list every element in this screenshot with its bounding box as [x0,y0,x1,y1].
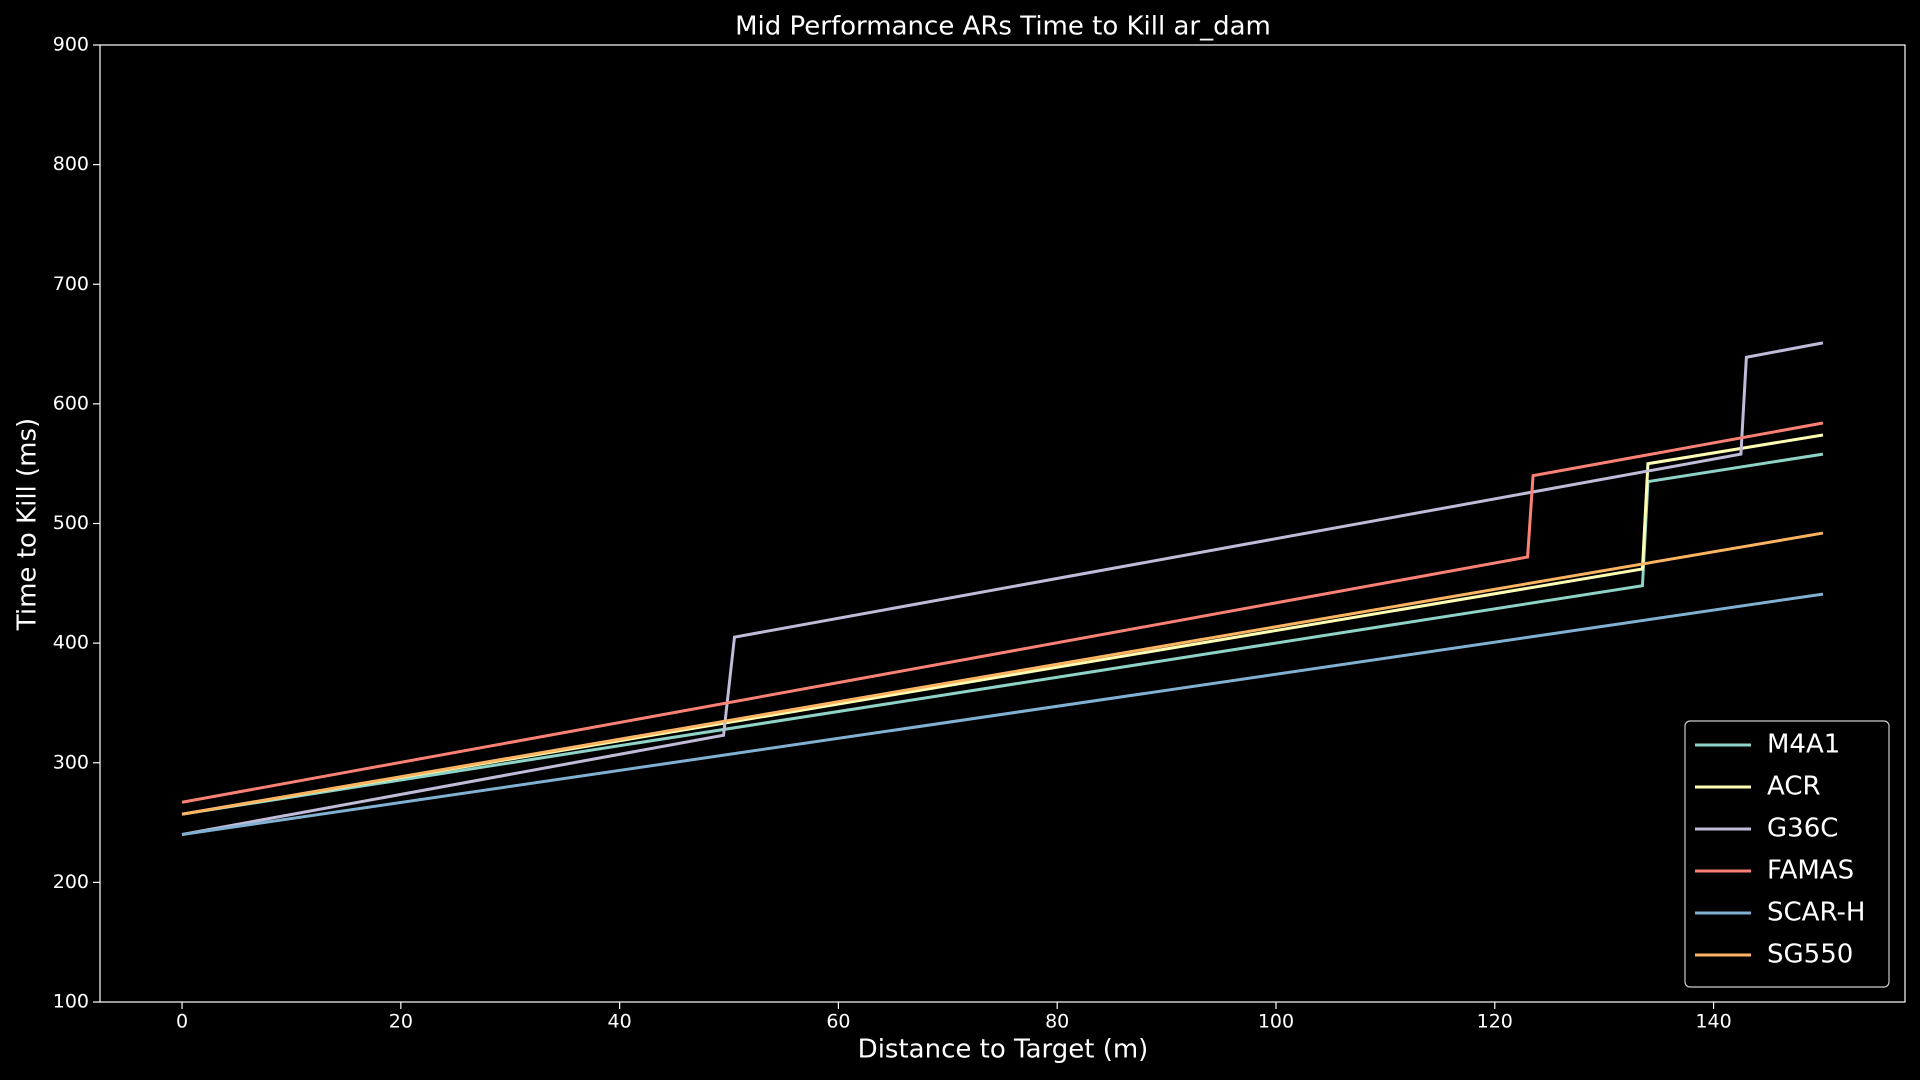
series-line [181,592,1824,837]
legend-label: M4A1 [1767,730,1840,760]
legend-label: SCAR-H [1767,898,1865,928]
y-tick-label: 200 [53,871,89,893]
series-line [181,341,1824,837]
x-tick-label: 40 [608,1011,632,1033]
legend-label: G36C [1767,814,1838,844]
y-tick-label: 300 [53,751,89,773]
y-tick-label: 800 [53,153,89,175]
series-line [181,433,1824,816]
legend-label: FAMAS [1767,856,1854,886]
legend-label: ACR [1767,772,1821,802]
x-tick-label: 100 [1258,1011,1294,1033]
x-tick-label: 20 [389,1011,413,1033]
chart-title: Mid Performance ARs Time to Kill ar_dam [735,12,1271,42]
x-axis-label: Distance to Target (m) [858,1035,1149,1065]
y-tick-label: 600 [53,392,89,414]
x-tick-label: 140 [1695,1011,1731,1033]
y-tick-label: 100 [53,991,89,1013]
y-axis-label: Time to Kill (ms) [13,418,43,631]
legend-label: SG550 [1767,940,1853,970]
y-tick-label: 700 [53,273,89,295]
x-tick-label: 120 [1477,1011,1513,1033]
y-tick-label: 900 [53,34,89,56]
series-line [181,531,1824,816]
y-tick-label: 400 [53,632,89,654]
x-tick-label: 80 [1045,1011,1069,1033]
y-tick-label: 500 [53,512,89,534]
x-tick-label: 0 [176,1011,188,1033]
x-tick-label: 60 [826,1011,850,1033]
series-line [181,421,1824,804]
